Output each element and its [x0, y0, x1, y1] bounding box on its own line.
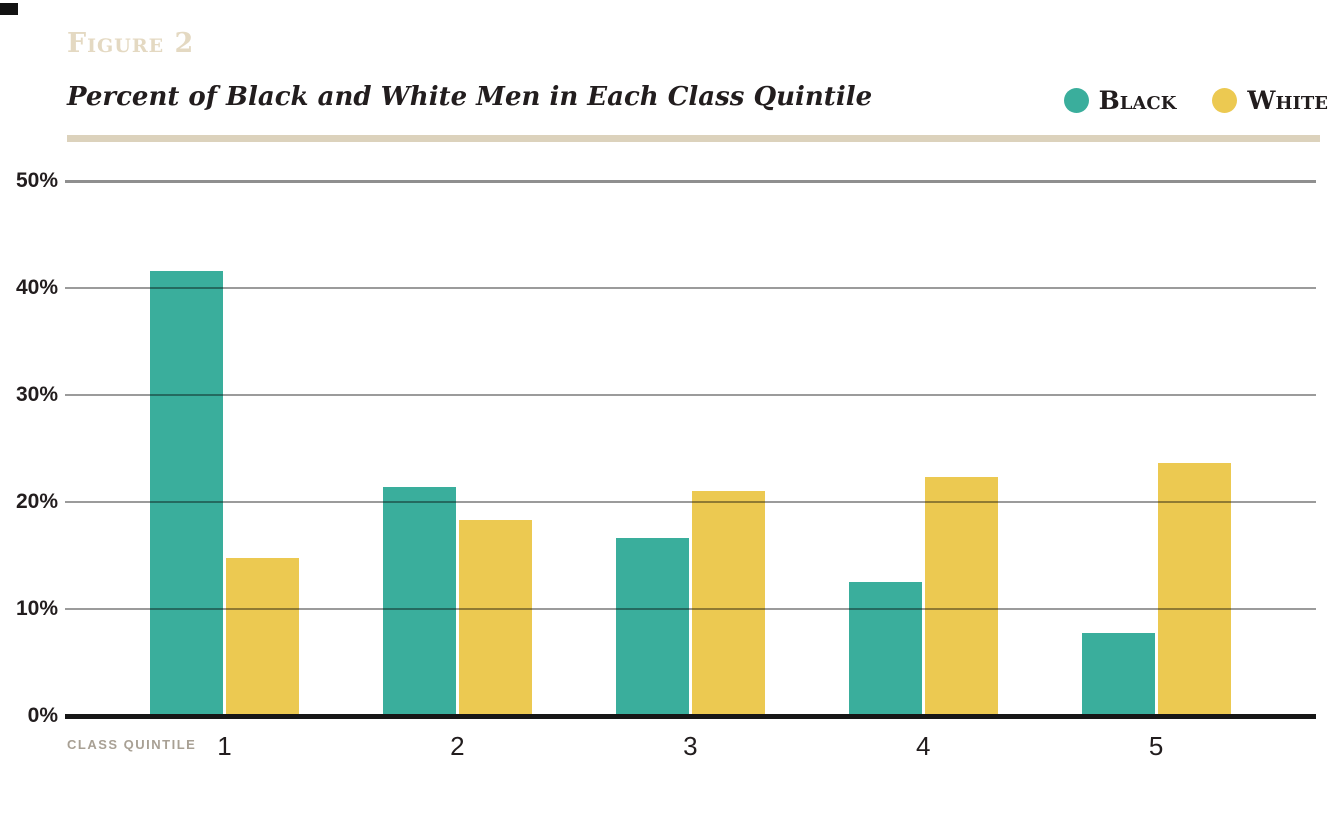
gridline-40% [65, 287, 1316, 289]
corner-mark [0, 3, 18, 15]
figure-label: Figure 2 [67, 28, 195, 59]
y-tick-20%: 20% [15, 490, 58, 513]
x-tick-5: 5 [1148, 731, 1164, 761]
y-tick-40%: 40% [15, 276, 58, 299]
x-tick-2: 2 [450, 731, 465, 761]
bar-black-q1 [150, 271, 223, 716]
header-divider [67, 135, 1320, 142]
legend-dot-black [1063, 88, 1089, 113]
legend-dot-white [1212, 88, 1238, 113]
bar-black-q5 [1081, 633, 1155, 716]
bar-black-q3 [615, 538, 689, 716]
x-tick-4: 4 [915, 731, 931, 761]
y-tick-30%: 30% [15, 383, 58, 406]
legend-item-black: Black [1063, 86, 1177, 115]
bar-white-q5 [1157, 463, 1231, 716]
y-tick-10%: 10% [15, 597, 58, 620]
gridline-30% [65, 394, 1316, 396]
gridline-10% [65, 608, 1316, 610]
y-tick-50%: 50% [15, 169, 58, 192]
chart-title: Percent of Black and White Men in Each C… [67, 82, 873, 112]
bar-white-q1 [226, 558, 299, 716]
bar-black-q2 [382, 487, 456, 716]
y-tick-0%: 0% [27, 704, 58, 727]
x-tick-3: 3 [683, 731, 698, 761]
x-axis-line [65, 714, 1316, 719]
gridline-50% [65, 180, 1316, 183]
legend-item-white: White [1212, 86, 1328, 115]
legend-label-white: White [1247, 86, 1328, 115]
bar-white-q4 [924, 477, 998, 716]
bar-white-q2 [458, 520, 532, 716]
x-tick-1: 1 [217, 731, 232, 761]
gridline-20% [65, 501, 1316, 503]
legend: Black White [1063, 86, 1328, 115]
bar-white-q3 [691, 491, 765, 716]
x-axis-title: Class Quintile [67, 737, 197, 752]
bar-black-q4 [848, 582, 922, 716]
legend-label-black: Black [1098, 86, 1177, 115]
